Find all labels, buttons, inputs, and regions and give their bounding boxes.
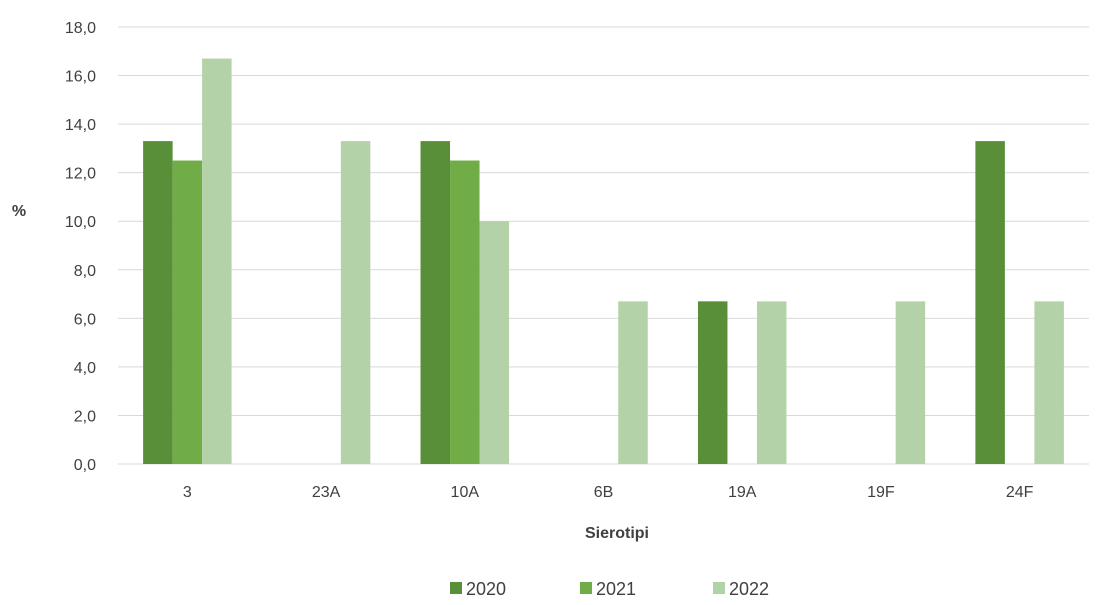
bar-2022-19A [756,301,787,464]
legend-label-2022: 2022 [729,579,769,599]
legend-swatch-2021 [580,582,592,594]
y-tick-labels: 0,0 2,0 4,0 6,0 8,0 10,0 12,0 14,0 16,0 18,0 [65,20,96,474]
bar-2020-19A [697,301,728,464]
legend-label-2021: 2021 [596,579,636,599]
x-tick-label: 23A [312,484,341,501]
y-tick-label: 4,0 [74,360,96,377]
bar-2020-24F [975,141,1005,464]
bar-2022-3 [202,58,232,465]
y-tick-label: 0,0 [74,457,96,474]
y-tick-label: 6,0 [74,311,96,328]
x-tick-label: 3 [183,484,192,501]
x-tick-label: 19F [867,484,895,501]
y-tick-label: 18,0 [65,20,96,37]
y-axis-title: % [12,203,26,220]
x-tick-label: 6B [594,484,614,501]
y-tick-label: 10,0 [65,214,96,231]
bar-2020-10A [420,141,451,464]
legend-label-2020: 2020 [466,579,506,599]
y-tick-label: 12,0 [65,166,96,183]
bar-2020-3 [143,141,173,464]
bar-2022-6B [618,301,648,464]
y-tick-label: 8,0 [74,263,96,280]
x-axis-title: Sierotipi [585,525,649,542]
legend-swatch-2022 [713,582,725,594]
x-tick-label: 19A [728,484,757,501]
y-tick-label: 2,0 [74,408,96,425]
bar-2022-19F [895,301,926,464]
bar-2022-23A [340,141,371,464]
y-tick-label: 14,0 [65,117,96,134]
x-tick-label: 10A [451,484,480,501]
legend-swatch-2020 [450,582,462,594]
legend: 2020 2021 2022 [450,579,769,599]
bar-2021-3 [172,160,203,464]
bars [143,58,1064,465]
bar-2022-24F [1034,301,1064,464]
bar-2022-10A [479,221,510,464]
x-tick-labels: 3 23A 10A 6B 19A 19F 24F [183,484,1034,501]
gridlines [118,26,1089,465]
bar-2021-10A [450,160,480,464]
x-tick-label: 24F [1006,484,1034,501]
y-tick-label: 16,0 [65,69,96,86]
